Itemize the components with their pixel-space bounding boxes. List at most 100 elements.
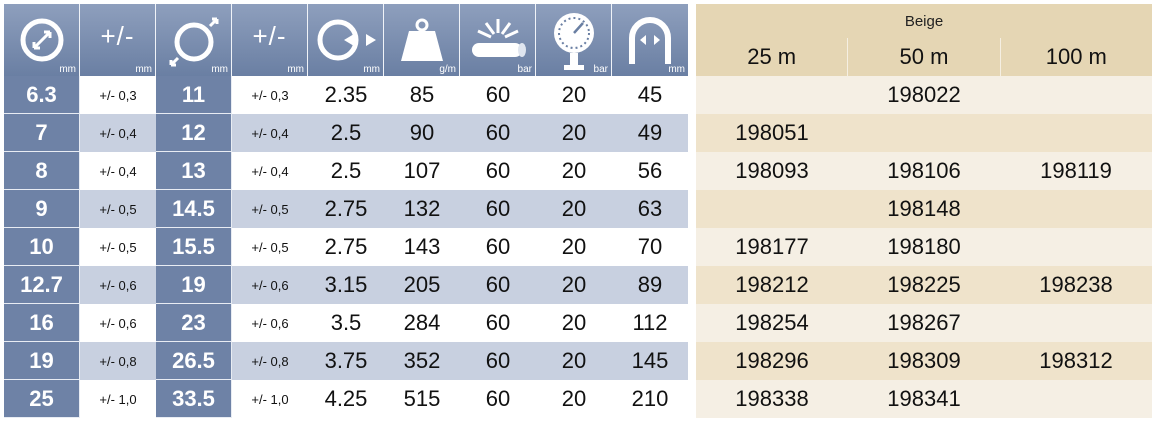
inner-diameter-cell: 6.3 — [4, 76, 80, 114]
article-number-cell: 198338 — [735, 386, 809, 411]
outer-tolerance-cell: +/- 0,6 — [251, 315, 289, 331]
outer-diameter-cell: 19 — [156, 266, 232, 304]
bend-radius-cell: 49 — [612, 114, 688, 152]
article-number-cell — [696, 190, 848, 228]
inner-tolerance-cell: +/- 0,8 — [80, 342, 156, 380]
inner-tolerance-cell: +/- 0,4 — [80, 114, 156, 152]
inner-tolerance-cell: +/- 0,5 — [99, 239, 137, 255]
inner-diameter-icon — [20, 18, 63, 62]
article-number-cell: 198212 — [735, 272, 809, 297]
inner-diameter-cell: 10 — [4, 228, 80, 266]
table-row: 12.7 +/- 0,6 19 +/- 0,6 3.15 205 60 20 89 — [4, 266, 688, 304]
burst-pressure-cell: 60 — [485, 310, 511, 335]
wall-thickness-cell: 2.75 — [308, 190, 384, 228]
working-pressure-header: bar — [536, 4, 612, 76]
table-row: 8 +/- 0,4 13 +/- 0,4 2.5 107 60 20 56 — [4, 152, 688, 190]
wall-thickness-cell: 3.75 — [308, 342, 384, 380]
weight-icon — [400, 18, 443, 61]
table-row: 198212 198225 198238 — [696, 266, 1152, 304]
article-number-cell — [1000, 380, 1152, 418]
outer-diameter-icon — [169, 17, 218, 67]
working-pressure-cell: 20 — [536, 114, 612, 152]
table-row: 198022 — [696, 76, 1152, 114]
burst-pressure-cell: 60 — [485, 386, 511, 411]
wall-thickness-cell: 2.5 — [308, 114, 384, 152]
article-number-cell: 198309 — [887, 348, 961, 373]
burst-pressure-icon — [471, 19, 526, 57]
bend-radius-cell: 70 — [637, 234, 663, 259]
bend-radius-cell: 63 — [612, 190, 688, 228]
burst-pressure-cell: 60 — [485, 234, 511, 259]
spec-header-row: mm +/- mm mm +/- mm mm — [4, 4, 688, 76]
working-pressure-cell: 20 — [536, 190, 612, 228]
outer-diameter-cell: 23 — [156, 304, 232, 342]
inner-diameter-cell: 7 — [4, 114, 80, 152]
unit-label: mm — [135, 64, 152, 75]
inner-diameter-cell: 25 — [4, 380, 80, 418]
wall-thickness-cell: 2.5 — [330, 158, 362, 183]
table-row: 10 +/- 0,5 15.5 +/- 0,5 2.75 143 60 20 70 — [4, 228, 688, 266]
bend-radius-cell: 45 — [637, 82, 663, 107]
unit-label: mm — [211, 64, 228, 75]
article-number-cell: 198267 — [887, 310, 961, 335]
outer-tolerance-cell: +/- 1,0 — [251, 391, 289, 407]
unit-label: mm — [287, 64, 304, 75]
inner-tolerance-cell: +/- 0,6 — [80, 266, 156, 304]
length-header: 25 m — [747, 44, 797, 69]
unit-label: mm — [59, 64, 76, 75]
article-number-cell — [1000, 190, 1152, 228]
wall-thickness-header: mm — [308, 4, 384, 76]
working-pressure-cell: 20 — [561, 82, 587, 107]
inner-tolerance-header: +/- mm — [80, 4, 156, 76]
bend-radius-icon — [629, 17, 671, 64]
article-number-cell: 198312 — [1039, 348, 1113, 373]
burst-pressure-cell: 60 — [460, 342, 536, 380]
article-number-cell: 198106 — [887, 158, 961, 183]
wall-thickness-cell: 3.5 — [330, 310, 362, 335]
table-row: 25 +/- 1,0 33.5 +/- 1,0 4.25 515 60 20 210 — [4, 380, 688, 418]
article-number-cell — [1000, 228, 1152, 266]
working-pressure-cell: 20 — [561, 234, 587, 259]
weight-cell: 352 — [384, 342, 460, 380]
article-number-cell: 198180 — [887, 234, 961, 259]
inner-diameter-cell: 12.7 — [4, 266, 80, 304]
inner-diameter-header: mm — [4, 4, 80, 76]
wall-thickness-cell: 4.25 — [324, 386, 368, 411]
outer-tolerance-cell: +/- 0,4 — [251, 163, 289, 179]
burst-pressure-cell: 60 — [460, 114, 536, 152]
burst-pressure-cell: 60 — [460, 190, 536, 228]
outer-tolerance-cell: +/- 0,3 — [251, 87, 289, 103]
article-rows: 198022 198051 198093 198106 198119 198148 1981… — [696, 76, 1152, 418]
table-row: 198148 — [696, 190, 1152, 228]
outer-tolerance-cell: +/- 0,4 — [232, 114, 308, 152]
outer-diameter-cell: 13 — [156, 152, 232, 190]
article-number-cell: 198238 — [1039, 272, 1113, 297]
outer-diameter-cell: 33.5 — [156, 380, 232, 418]
outer-diameter-cell: 12 — [156, 114, 232, 152]
inner-diameter-cell: 8 — [4, 152, 80, 190]
outer-diameter-header: mm — [156, 4, 232, 76]
working-pressure-cell: 20 — [561, 158, 587, 183]
unit-label: mm — [363, 64, 380, 75]
unit-label: mm — [668, 64, 685, 75]
outer-tolerance-cell: +/- 0,5 — [232, 190, 308, 228]
spec-table: mm +/- mm mm +/- mm mm — [4, 4, 688, 419]
inner-tolerance-cell: +/- 0,6 — [99, 315, 137, 331]
tolerance-icon: +/- — [252, 20, 287, 51]
article-number-cell — [1000, 114, 1152, 152]
working-pressure-cell: 20 — [561, 386, 587, 411]
outer-diameter-cell: 26.5 — [156, 342, 232, 380]
burst-pressure-cell: 60 — [460, 266, 536, 304]
weight-cell: 143 — [403, 234, 441, 259]
unit-label: bar — [593, 64, 608, 75]
weight-header: g/m — [384, 4, 460, 76]
table-row: 198177 198180 — [696, 228, 1152, 266]
working-pressure-cell: 20 — [536, 342, 612, 380]
weight-cell: 515 — [403, 386, 441, 411]
weight-cell: 284 — [403, 310, 441, 335]
table-row: 7 +/- 0,4 12 +/- 0,4 2.5 90 60 20 49 — [4, 114, 688, 152]
bend-radius-cell: 56 — [637, 158, 663, 183]
burst-pressure-cell: 60 — [485, 82, 511, 107]
article-number-cell — [1000, 76, 1152, 114]
table-row: 198338 198341 — [696, 380, 1152, 418]
